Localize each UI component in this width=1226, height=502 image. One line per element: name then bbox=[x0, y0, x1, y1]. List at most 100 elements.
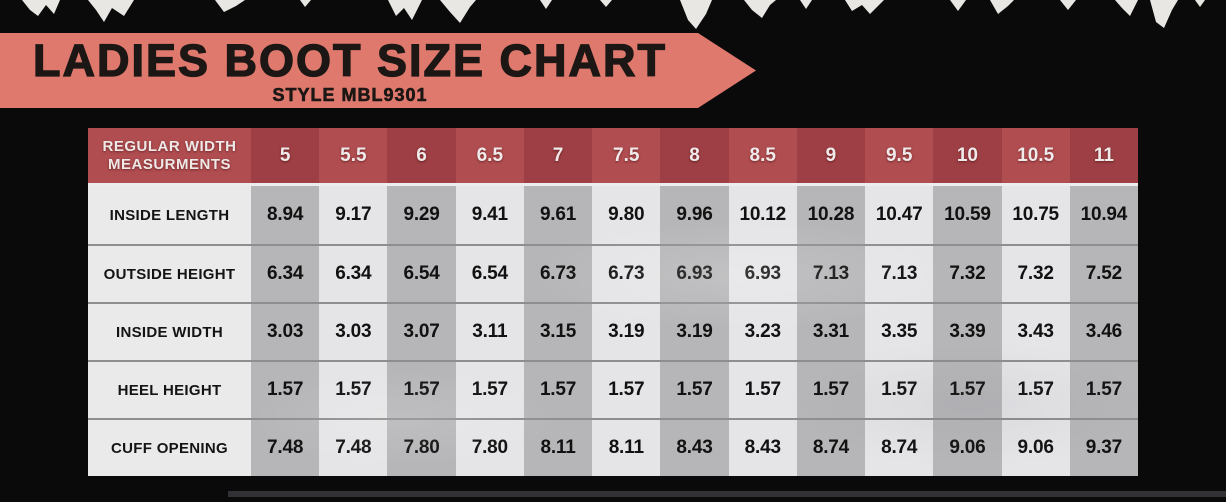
table-cell: 8.43 bbox=[660, 420, 729, 476]
size-column-header: 6.5 bbox=[455, 128, 524, 183]
table-cell: 3.19 bbox=[660, 304, 729, 360]
header-row: REGULAR WIDTH MEASURMENTS 5 5.5 6 6.5 7 7.5 8 8… bbox=[88, 128, 1138, 186]
table-cell: 6.54 bbox=[387, 246, 456, 302]
table-cell: 8.43 bbox=[728, 420, 797, 476]
table-cell: 3.43 bbox=[1001, 304, 1070, 360]
size-column-header: 8 bbox=[660, 128, 729, 183]
table-cell: 1.57 bbox=[1069, 362, 1138, 418]
row-label: INSIDE WIDTH bbox=[88, 304, 251, 360]
size-column-header: 7 bbox=[523, 128, 593, 183]
table-cell: 7.32 bbox=[933, 246, 1002, 302]
table-cell: 1.57 bbox=[523, 362, 593, 418]
table-cell: 8.11 bbox=[592, 420, 661, 476]
table-cell: 9.17 bbox=[319, 186, 388, 244]
table-cell: 1.57 bbox=[728, 362, 797, 418]
table-cell: 7.48 bbox=[319, 420, 388, 476]
table-row: OUTSIDE HEIGHT 6.34 6.34 6.54 6.54 6.73 6.73 6.… bbox=[88, 244, 1138, 302]
size-column-header: 10.5 bbox=[1001, 128, 1070, 183]
table-cell: 7.48 bbox=[251, 420, 320, 476]
table-cell: 7.80 bbox=[455, 420, 524, 476]
table-cell: 9.06 bbox=[1001, 420, 1070, 476]
table-cell: 8.94 bbox=[251, 186, 320, 244]
table-cell: 7.80 bbox=[387, 420, 456, 476]
table-cell: 6.54 bbox=[455, 246, 524, 302]
row-label: CUFF OPENING bbox=[88, 420, 251, 476]
size-column-header: 7.5 bbox=[592, 128, 661, 183]
size-column-header: 11 bbox=[1069, 128, 1138, 183]
table-cell: 1.57 bbox=[319, 362, 388, 418]
table-cell: 6.73 bbox=[592, 246, 661, 302]
table-cell: 6.73 bbox=[523, 246, 593, 302]
table-row: INSIDE WIDTH 3.03 3.03 3.07 3.11 3.15 3.19 3.19… bbox=[88, 302, 1138, 360]
table-cell: 6.93 bbox=[660, 246, 729, 302]
size-column-header: 5 bbox=[251, 128, 320, 183]
table-cell: 8.74 bbox=[796, 420, 866, 476]
table-cell: 8.11 bbox=[523, 420, 593, 476]
table-row: HEEL HEIGHT 1.57 1.57 1.57 1.57 1.57 1.57 1.57 1… bbox=[88, 360, 1138, 418]
table-cell: 3.03 bbox=[251, 304, 320, 360]
size-column-header: 10 bbox=[933, 128, 1002, 183]
table-row: CUFF OPENING 7.48 7.48 7.80 7.80 8.11 8.11 8.43… bbox=[88, 418, 1138, 476]
table-cell: 3.35 bbox=[865, 304, 934, 360]
size-column-header: 5.5 bbox=[319, 128, 388, 183]
table-cell: 10.28 bbox=[796, 186, 866, 244]
table-cell: 8.74 bbox=[865, 420, 934, 476]
table-cell: 1.57 bbox=[387, 362, 456, 418]
table-cell: 7.52 bbox=[1069, 246, 1138, 302]
size-column-header: 9.5 bbox=[865, 128, 934, 183]
table-cell: 10.47 bbox=[865, 186, 934, 244]
table-cell: 10.12 bbox=[728, 186, 797, 244]
table-cell: 1.57 bbox=[251, 362, 320, 418]
table-cell: 9.41 bbox=[455, 186, 524, 244]
table-cell: 10.94 bbox=[1069, 186, 1138, 244]
title-banner: LADIES BOOT SIZE CHART STYLE MBL9301 bbox=[0, 33, 756, 108]
size-chart-table: REGULAR WIDTH MEASURMENTS 5 5.5 6 6.5 7 7.5 8 8… bbox=[88, 128, 1138, 476]
header-corner-line2: MEASURMENTS bbox=[107, 155, 231, 173]
bottom-divider bbox=[228, 491, 1226, 497]
table-cell: 9.06 bbox=[933, 420, 1002, 476]
table-cell: 1.57 bbox=[796, 362, 866, 418]
title-banner-inner: LADIES BOOT SIZE CHART STYLE MBL9301 bbox=[0, 33, 700, 108]
table-cell: 3.19 bbox=[592, 304, 661, 360]
size-column-header: 9 bbox=[796, 128, 866, 183]
table-cell: 3.11 bbox=[455, 304, 524, 360]
table-cell: 1.57 bbox=[660, 362, 729, 418]
table-cell: 9.29 bbox=[387, 186, 456, 244]
table-cell: 3.23 bbox=[728, 304, 797, 360]
row-label: HEEL HEIGHT bbox=[88, 362, 251, 418]
table-row: INSIDE LENGTH 8.94 9.17 9.29 9.41 9.61 9.80 9.9… bbox=[88, 186, 1138, 244]
table-cell: 7.13 bbox=[865, 246, 934, 302]
table-cell: 1.57 bbox=[592, 362, 661, 418]
table-cell: 3.03 bbox=[319, 304, 388, 360]
table-cell: 9.37 bbox=[1069, 420, 1138, 476]
table-cell: 10.59 bbox=[933, 186, 1002, 244]
table-cell: 9.80 bbox=[592, 186, 661, 244]
table-cell: 1.57 bbox=[865, 362, 934, 418]
table-cell: 9.96 bbox=[660, 186, 729, 244]
table-cell: 1.57 bbox=[933, 362, 1002, 418]
size-column-header: 6 bbox=[387, 128, 456, 183]
table-cell: 7.13 bbox=[796, 246, 866, 302]
row-label: INSIDE LENGTH bbox=[88, 186, 251, 244]
table-cell: 1.57 bbox=[1001, 362, 1070, 418]
table-cell: 6.93 bbox=[728, 246, 797, 302]
table-cell: 6.34 bbox=[251, 246, 320, 302]
table-cell: 3.15 bbox=[523, 304, 593, 360]
torn-edge-decoration bbox=[22, 0, 1205, 29]
header-corner-cell: REGULAR WIDTH MEASURMENTS bbox=[88, 128, 251, 183]
table-cell: 3.46 bbox=[1069, 304, 1138, 360]
header-corner-line1: REGULAR WIDTH bbox=[102, 137, 237, 155]
table-cell: 7.32 bbox=[1001, 246, 1070, 302]
table-cell: 1.57 bbox=[455, 362, 524, 418]
size-column-header: 8.5 bbox=[728, 128, 797, 183]
table-body: INSIDE LENGTH 8.94 9.17 9.29 9.41 9.61 9.80 9.9… bbox=[88, 186, 1138, 476]
table-cell: 3.31 bbox=[796, 304, 866, 360]
table-cell: 6.34 bbox=[319, 246, 388, 302]
style-number: STYLE MBL9301 bbox=[272, 85, 428, 106]
table-cell: 10.75 bbox=[1001, 186, 1070, 244]
table-cell: 3.39 bbox=[933, 304, 1002, 360]
row-label: OUTSIDE HEIGHT bbox=[88, 246, 251, 302]
page-title: LADIES BOOT SIZE CHART bbox=[32, 35, 667, 86]
table-cell: 3.07 bbox=[387, 304, 456, 360]
table-cell: 9.61 bbox=[523, 186, 593, 244]
